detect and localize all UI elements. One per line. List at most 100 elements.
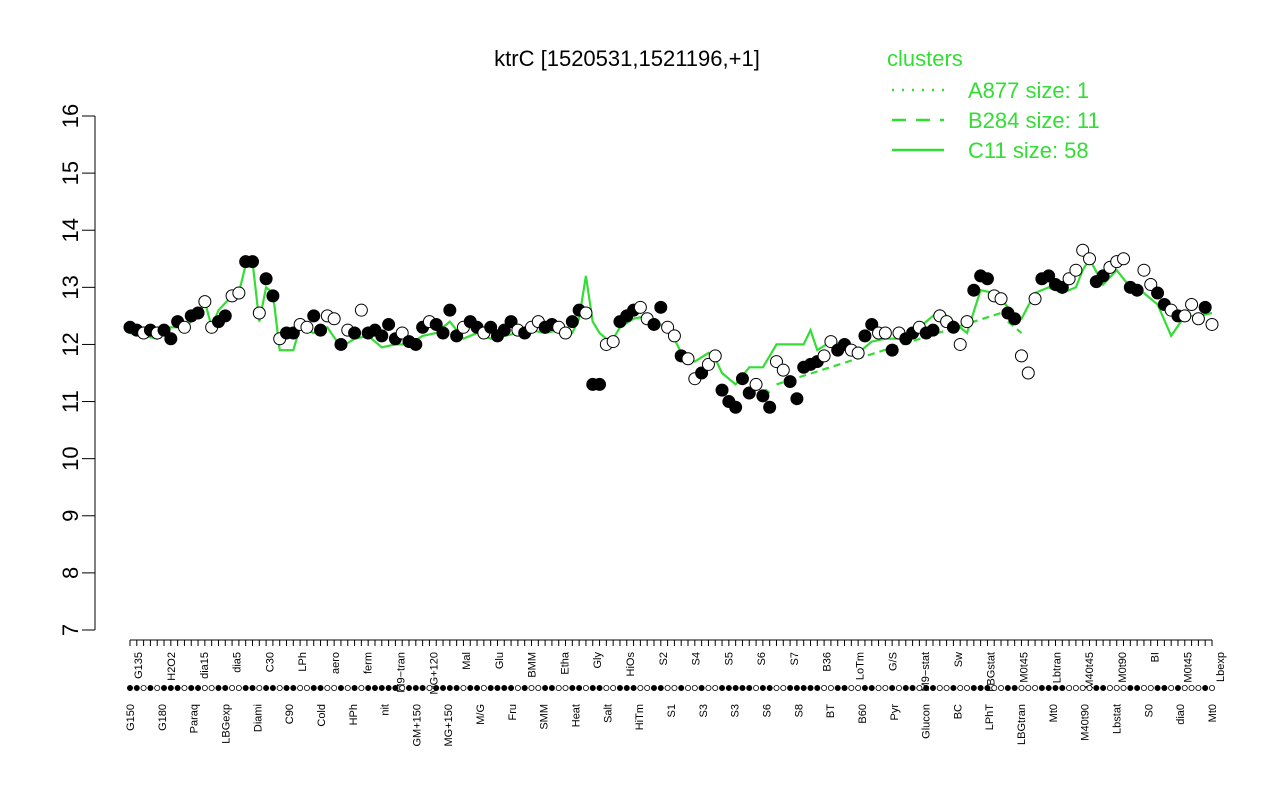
x-tick-label: Heat [571, 704, 583, 727]
data-point [1191, 312, 1205, 326]
data-point [661, 320, 675, 334]
x-marker [630, 685, 637, 692]
x-marker [1079, 685, 1086, 692]
data-point [436, 326, 450, 340]
x-tick-label: Lbtran [1051, 652, 1063, 683]
x-marker [814, 685, 821, 692]
x-marker [1154, 685, 1161, 692]
x-tick-label: S3 [730, 704, 742, 717]
data-point [395, 326, 409, 340]
x-marker [800, 685, 807, 692]
x-marker [1202, 685, 1209, 692]
x-tick-label: aero [330, 652, 342, 674]
x-marker [303, 685, 310, 692]
x-marker [841, 685, 848, 692]
x-marker [555, 685, 562, 692]
x-tick-label: S7 [789, 652, 801, 665]
x-marker [433, 685, 440, 692]
x-tick-label: ferm [363, 652, 375, 674]
data-point [334, 337, 348, 351]
data-point [1137, 263, 1151, 277]
x-marker [474, 685, 481, 692]
x-tick-label: LPhT [984, 704, 996, 731]
data-point [307, 309, 321, 323]
data-point [232, 286, 246, 300]
x-marker [1174, 685, 1181, 692]
data-point [259, 272, 273, 286]
data-point [1076, 243, 1090, 257]
legend: clusters A877 size: 1 B284 size: 11 C11 si… [887, 46, 1100, 163]
x-marker [276, 685, 283, 692]
x-tick-label: Mt0 [1207, 704, 1219, 722]
x-marker [426, 685, 433, 692]
data-point [851, 346, 865, 360]
x-marker [161, 685, 168, 692]
x-tick-label: SMM [539, 704, 551, 730]
x-tick-label: dia5 [232, 652, 244, 673]
data-point [735, 372, 749, 386]
data-point [1151, 286, 1165, 300]
x-marker [1059, 685, 1066, 692]
x-marker [964, 685, 971, 692]
data-point [1028, 292, 1042, 306]
x-marker [548, 685, 555, 692]
x-marker [1086, 685, 1093, 692]
x-tick-label: Mal [461, 652, 473, 670]
x-marker [1066, 685, 1073, 692]
x-marker [603, 685, 610, 692]
x-marker [1106, 685, 1113, 692]
x-axis: G135 H2O2 dia15 dia5 C30 LPh aero ferm M9−tran MG… [125, 639, 1227, 747]
x-marker [208, 685, 215, 692]
x-marker [181, 685, 188, 692]
x-marker [256, 685, 263, 692]
data-point [504, 315, 518, 329]
x-marker [528, 685, 535, 692]
x-marker [215, 685, 222, 692]
data-point [858, 329, 872, 343]
x-tick-label: S2 [658, 652, 670, 665]
y-tick-label: 10 [58, 446, 83, 470]
data-point [1144, 277, 1158, 291]
data-point [647, 317, 661, 331]
data-point [960, 315, 974, 329]
data-point [695, 366, 709, 380]
x-marker [358, 685, 365, 692]
x-tick-label: Etha [559, 651, 571, 675]
data-point [953, 337, 967, 351]
x-marker [133, 685, 140, 692]
x-marker [1052, 685, 1059, 692]
x-marker [446, 685, 453, 692]
x-marker [705, 685, 712, 692]
x-tick-label: C30 [264, 652, 276, 672]
x-marker [861, 685, 868, 692]
x-marker [127, 685, 134, 692]
x-marker [712, 685, 719, 692]
y-tick-label: 13 [58, 275, 83, 299]
x-marker [691, 685, 698, 692]
data-point [354, 303, 368, 317]
x-marker [807, 685, 814, 692]
data-point [497, 323, 511, 337]
x-marker [1140, 685, 1147, 692]
x-marker [698, 685, 705, 692]
legend-entry: A877 size: 1 [968, 78, 1089, 103]
x-marker [487, 685, 494, 692]
x-marker [508, 685, 515, 692]
x-tick-label: S1 [666, 704, 678, 717]
x-tick-label: Sw [953, 652, 965, 667]
x-marker [344, 685, 351, 692]
x-marker [848, 685, 855, 692]
data-point [1062, 272, 1076, 286]
x-tick-label: Lbexp [1215, 652, 1227, 682]
y-axis: 7 8 9 10 11 12 13 14 15 16 [58, 104, 96, 636]
x-tick-label: Glu [494, 652, 506, 669]
x-marker [1018, 685, 1025, 692]
data-point [1205, 317, 1219, 331]
data-point [824, 335, 838, 349]
x-marker [977, 685, 984, 692]
x-marker [746, 685, 753, 692]
data-point [266, 289, 280, 303]
x-marker [657, 685, 664, 692]
x-marker [235, 685, 242, 692]
